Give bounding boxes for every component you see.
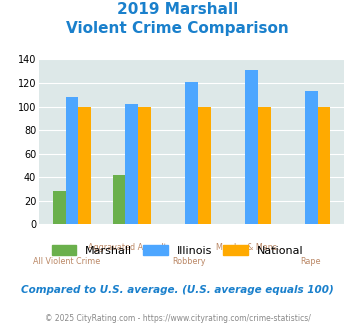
Legend: Marshall, Illinois, National: Marshall, Illinois, National — [47, 240, 308, 260]
Text: 2019 Marshall: 2019 Marshall — [117, 2, 238, 16]
Text: Robbery: Robbery — [172, 257, 206, 266]
Bar — [78, 107, 91, 224]
Bar — [125, 104, 138, 224]
Bar — [185, 82, 198, 224]
Text: Murder & Mans...: Murder & Mans... — [215, 243, 284, 251]
Bar — [258, 107, 271, 224]
Text: Aggravated Assault: Aggravated Assault — [88, 243, 167, 251]
Text: All Violent Crime: All Violent Crime — [33, 257, 100, 266]
Bar — [113, 175, 125, 224]
Bar — [318, 107, 331, 224]
Text: Compared to U.S. average. (U.S. average equals 100): Compared to U.S. average. (U.S. average … — [21, 285, 334, 295]
Bar — [245, 70, 258, 224]
Bar — [305, 91, 318, 224]
Text: Rape: Rape — [301, 257, 321, 266]
Bar — [138, 107, 151, 224]
Bar — [198, 107, 211, 224]
Text: © 2025 CityRating.com - https://www.cityrating.com/crime-statistics/: © 2025 CityRating.com - https://www.city… — [45, 314, 310, 323]
Bar — [53, 191, 66, 224]
Text: Violent Crime Comparison: Violent Crime Comparison — [66, 21, 289, 36]
Bar — [66, 97, 78, 224]
